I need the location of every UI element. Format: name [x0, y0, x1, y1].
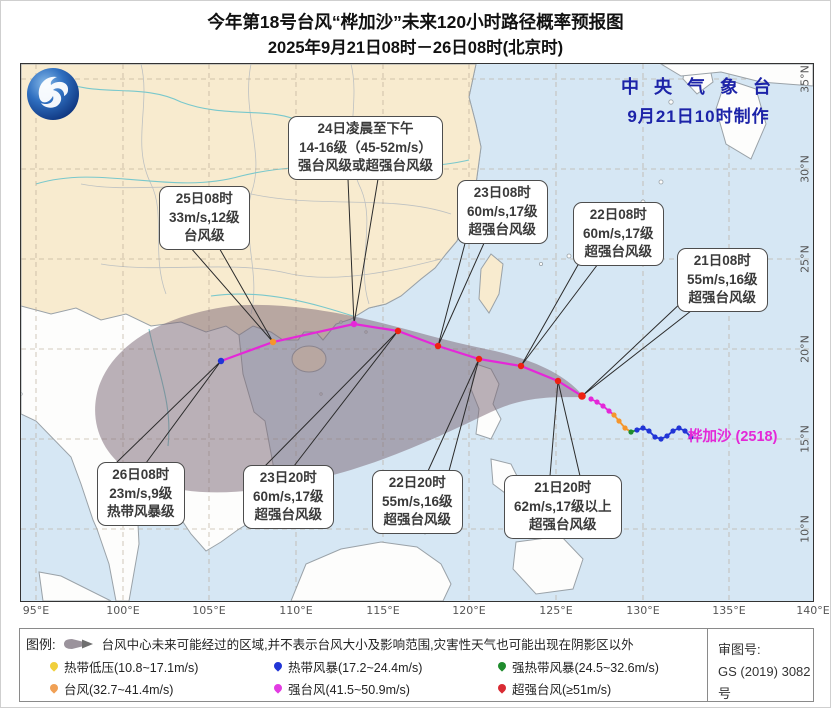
japan-kyushu [715, 78, 767, 160]
lon-tick-label: 110°E [279, 604, 313, 617]
super-ty-marker-icon [496, 682, 508, 694]
province-borders [80, 64, 452, 315]
callout-21d08h: 21日08时 55m/s,16级 超强台风级 [677, 248, 768, 312]
mainland-china [21, 64, 482, 341]
legend-items: 热带低压(10.8~17.1m/s) 热带风暴(17.2~24.4m/s) 强热… [48, 655, 712, 699]
legend-panel: 图例: 台风中心未来可能经过的区域,并不表示台风大小及影响范围,灾害性天气也可能… [19, 628, 814, 702]
lon-tick-label: 130°E [626, 604, 660, 617]
legend-cone-note: 台风中心未来可能经过的区域,并不表示台风大小及影响范围,灾害性天气也可能出现在阴… [101, 638, 634, 652]
storm-name-label: 桦加沙 (2518) [688, 429, 778, 445]
sty-marker-icon [272, 682, 284, 694]
lat-tick-label: 10°N [798, 515, 812, 543]
callout-26d08h: 26日08时 23m/s,9级 热带风暴级 [97, 462, 185, 526]
ts-marker-icon [272, 660, 284, 672]
borneo-island [290, 541, 452, 601]
lon-tick-label: 140°E [796, 604, 830, 617]
cone-icon [63, 638, 93, 649]
lon-tick-label: 95°E [22, 604, 50, 617]
cma-logo [27, 68, 79, 120]
agency-issued-time: 9月21日10时制作 [627, 107, 770, 126]
japan-honshu [660, 64, 813, 87]
legend-item-ty: 台风(32.7~41.4m/s) [48, 677, 274, 699]
lon-tick-label: 105°E [192, 604, 226, 617]
legend-caption: 图例: [26, 637, 56, 652]
legend-item-sts: 强热带风暴(24.5~32.6m/s) [496, 655, 712, 677]
legend-item-super-ty: 超强台风(≥51m/s) [496, 677, 712, 699]
sts-marker-icon [496, 660, 508, 672]
lat-tick-label: 25°N [798, 245, 812, 273]
legend-cone-note-row: 图例: 台风中心未来可能经过的区域,并不表示台风大小及影响范围,灾害性天气也可能… [26, 634, 634, 653]
review-number: GS (2019) 3082号 [718, 664, 811, 702]
map-review-number: 审图号: GS (2019) 3082号 [707, 629, 814, 701]
lat-tick-label: 35°N [798, 65, 812, 93]
callout-22d20h: 22日20时 55m/s,16级 超强台风级 [372, 470, 463, 534]
lon-tick-label: 115°E [366, 604, 400, 617]
page-subtitle: 2025年9月21日08时－26日08时(北京时) [267, 39, 564, 57]
callout-23d08h: 23日08时 60m/s,17级 超强台风级 [457, 180, 548, 244]
callout-24d-range: 24日凌晨至下午 14-16级（45-52m/s） 强台风级或超强台风级 [288, 116, 443, 180]
probability-cone [95, 304, 585, 493]
ty-marker-icon [48, 682, 60, 694]
agency-stamp: 中 央 气 象 台 9月21日10时制作 [591, 73, 806, 127]
page-title: 今年第18号台风“桦加沙”未来120小时路径概率预报图 [207, 12, 624, 32]
lat-tick-label: 30°N [798, 155, 812, 183]
lon-tick-label: 135°E [712, 604, 746, 617]
legend-item-ts: 热带风暴(17.2~24.4m/s) [272, 655, 498, 677]
callout-21d20h: 21日20时 62m/s,17级以上 超强台风级 [504, 475, 622, 539]
callout-23d20h: 23日20时 60m/s,17级 超强台风级 [243, 465, 334, 529]
sumatra-island [38, 571, 112, 601]
legend-item-td: 热带低压(10.8~17.1m/s) [48, 655, 274, 677]
callout-22d08h: 22日08时 60m/s,17级 超强台风级 [573, 202, 664, 266]
lat-tick-label: 15°N [798, 425, 812, 453]
lon-tick-label: 120°E [452, 604, 486, 617]
review-label: 审图号: [718, 642, 761, 657]
taiwan-island [478, 253, 504, 314]
td-marker-icon [48, 660, 60, 672]
lat-tick-label: 20°N [798, 335, 812, 363]
mindanao-island [512, 535, 584, 595]
lon-tick-label: 125°E [539, 604, 573, 617]
agency-name: 中 央 气 象 台 [620, 77, 776, 97]
typhoon-track [217, 320, 694, 442]
legend-item-sty: 强台风(41.5~50.9m/s) [272, 677, 498, 699]
lon-tick-label: 100°E [106, 604, 140, 617]
callout-25d08h: 25日08时 33m/s,12级 台风级 [159, 186, 250, 250]
